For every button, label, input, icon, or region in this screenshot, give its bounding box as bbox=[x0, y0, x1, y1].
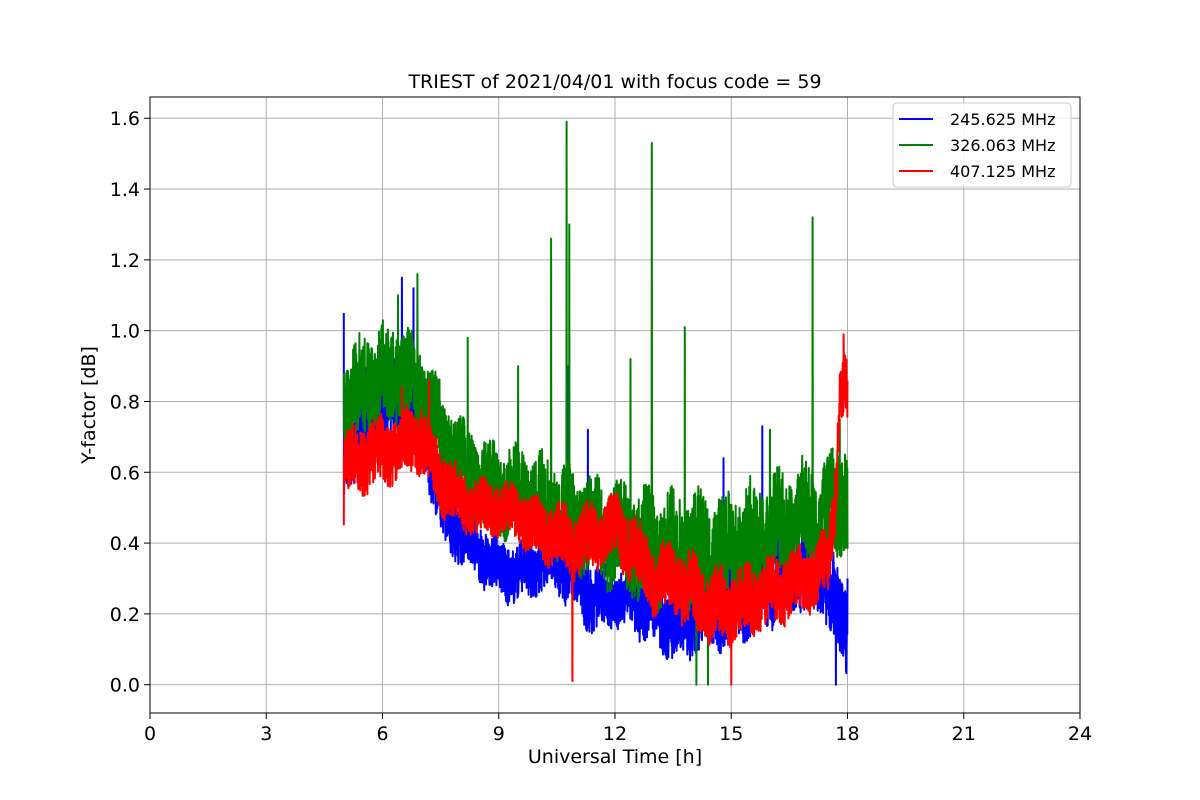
y-tick-label: 0.2 bbox=[110, 604, 140, 626]
legend-label: 326.063 MHz bbox=[950, 136, 1055, 155]
legend: 245.625 MHz 326.063 MHz 407.125 MHz bbox=[892, 102, 1072, 188]
x-tick-label: 6 bbox=[376, 723, 388, 745]
x-tick-label: 0 bbox=[144, 723, 156, 745]
series-layer bbox=[342, 120, 849, 686]
y-tick-label: 1.4 bbox=[110, 179, 140, 201]
x-tick-label: 18 bbox=[835, 723, 859, 745]
y-tick-label: 1.6 bbox=[110, 108, 140, 130]
series-line-3 bbox=[342, 333, 849, 686]
y-tick-label: 0.0 bbox=[110, 675, 140, 697]
y-axis-label: Y-factor [dB] bbox=[78, 346, 100, 465]
y-tick-label: 1.0 bbox=[110, 321, 140, 343]
x-tick-label: 21 bbox=[952, 723, 976, 745]
x-tick-label: 24 bbox=[1068, 723, 1092, 745]
y-tick-label: 1.2 bbox=[110, 250, 140, 272]
legend-label: 245.625 MHz bbox=[950, 110, 1055, 129]
x-tick-label: 15 bbox=[719, 723, 743, 745]
x-axis-ticks: 0 3 6 9 12 15 18 21 24 bbox=[144, 713, 1092, 745]
x-axis-label: Universal Time [h] bbox=[528, 746, 702, 768]
legend-label: 407.125 MHz bbox=[950, 162, 1055, 181]
y-tick-label: 0.8 bbox=[110, 391, 140, 413]
y-axis-ticks: 0.0 0.2 0.4 0.6 0.8 1.0 1.2 1.4 1.6 bbox=[110, 108, 150, 697]
legend-box bbox=[892, 102, 1072, 188]
x-tick-label: 3 bbox=[260, 723, 272, 745]
x-tick-label: 12 bbox=[603, 723, 627, 745]
y-tick-label: 0.4 bbox=[110, 533, 140, 555]
x-tick-label: 9 bbox=[493, 723, 505, 745]
y-tick-label: 0.6 bbox=[110, 462, 140, 484]
chart-title: TRIEST of 2021/04/01 with focus code = 5… bbox=[407, 71, 821, 93]
